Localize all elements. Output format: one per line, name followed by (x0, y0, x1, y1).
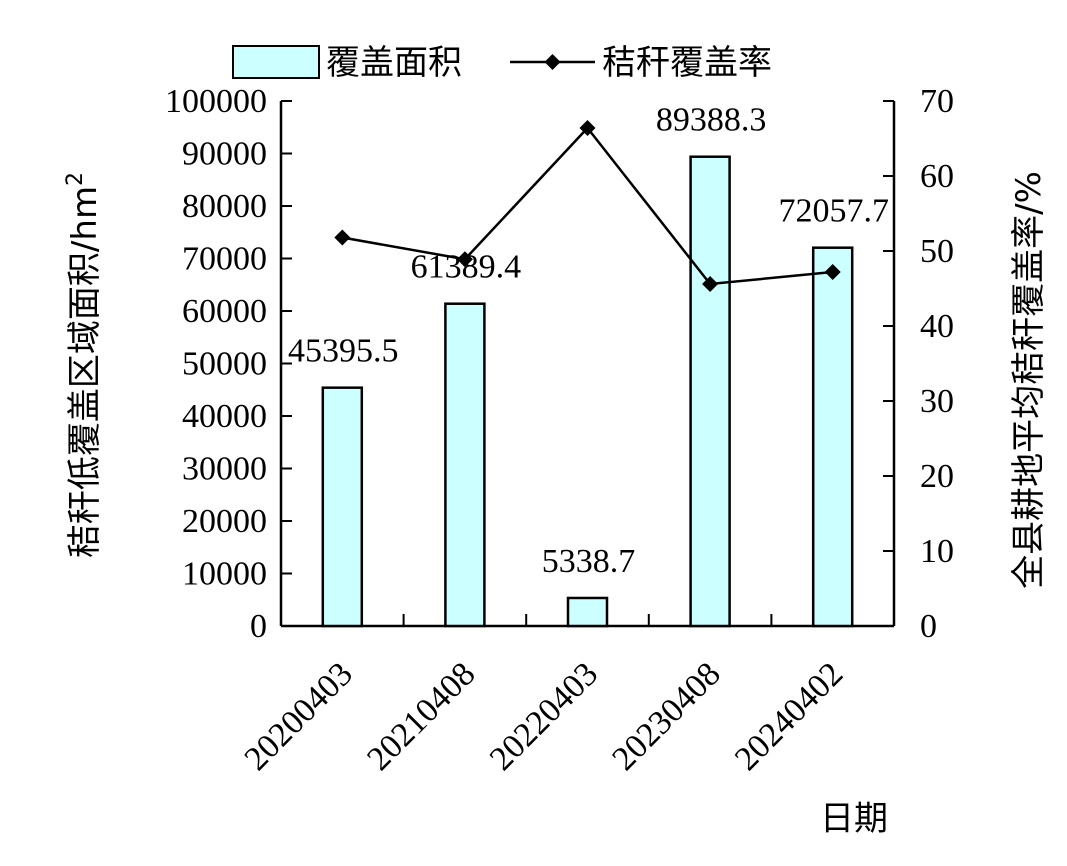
legend-label-line: 秸秆覆盖率 (602, 43, 772, 83)
legend-line-marker (544, 54, 561, 70)
bar (689, 155, 731, 628)
left-y-ticks: 0 10000 20000 30000 40000 50000 60000 70000 8000… (165, 83, 292, 645)
left-y-tick-label: 80000 (182, 188, 267, 225)
left-y-tick-label: 30000 (182, 451, 267, 488)
right-y-tick-label: 70 (920, 83, 954, 120)
bar-data-label: 5338.7 (542, 543, 636, 580)
right-y-axis-title: 全县耕地平均秸秆覆盖率/% (1009, 171, 1049, 589)
left-y-tick-label: 90000 (182, 136, 267, 173)
bar-data-label: 72057.7 (778, 193, 889, 230)
left-y-tick-label: 10000 (182, 556, 267, 593)
line-series (334, 120, 841, 292)
right-y-tick-label: 50 (920, 233, 954, 270)
x-tick-label: 20240402 (728, 655, 850, 777)
right-y-tick-label: 30 (920, 383, 954, 420)
legend: 覆盖面积 秸秆覆盖率 (232, 43, 772, 83)
line-point (824, 264, 841, 280)
bar (444, 302, 486, 628)
bar-data-label: 45395.5 (288, 333, 399, 370)
x-tick-label: 20220403 (483, 655, 605, 777)
left-y-tick-label: 40000 (182, 398, 267, 435)
left-y-tick-label: 100000 (165, 83, 267, 120)
line-point (702, 276, 719, 292)
left-y-tick-label: 20000 (182, 503, 267, 540)
left-y-tick-label: 70000 (182, 241, 267, 278)
line-point (334, 229, 351, 246)
bar (811, 246, 854, 628)
bar-data-label: 89388.3 (656, 102, 767, 139)
legend-bar-swatch (232, 45, 320, 79)
right-y-ticks: 0 10 20 30 40 50 60 70 (883, 83, 954, 645)
left-y-tick-label: 50000 (182, 346, 267, 383)
bar (321, 386, 364, 628)
right-y-tick-label: 0 (920, 608, 937, 645)
right-y-tick-label: 60 (920, 158, 954, 195)
line-point (579, 120, 596, 136)
x-tick-label: 20230408 (605, 655, 727, 777)
left-y-tick-label: 0 (250, 608, 267, 645)
right-y-tick-label: 40 (920, 308, 954, 345)
line-point (456, 251, 473, 268)
bars (321, 155, 854, 628)
right-y-tick-label: 10 (920, 533, 954, 570)
legend-label-bar: 覆盖面积 (326, 43, 462, 83)
right-y-tick-label: 20 (920, 458, 954, 495)
left-y-axis-title: 秸秆低覆盖区域面积/hm2 (63, 172, 105, 558)
x-tick-label: 20200403 (238, 655, 360, 777)
x-ticks (402, 614, 773, 626)
x-axis-title: 日期 (820, 799, 888, 839)
x-tick-label: 20210408 (360, 655, 482, 777)
left-y-tick-label: 60000 (182, 293, 267, 330)
bar (566, 596, 609, 628)
x-tick-labels: 20200403 20210408 20220403 20230408 20240402 (238, 655, 851, 777)
